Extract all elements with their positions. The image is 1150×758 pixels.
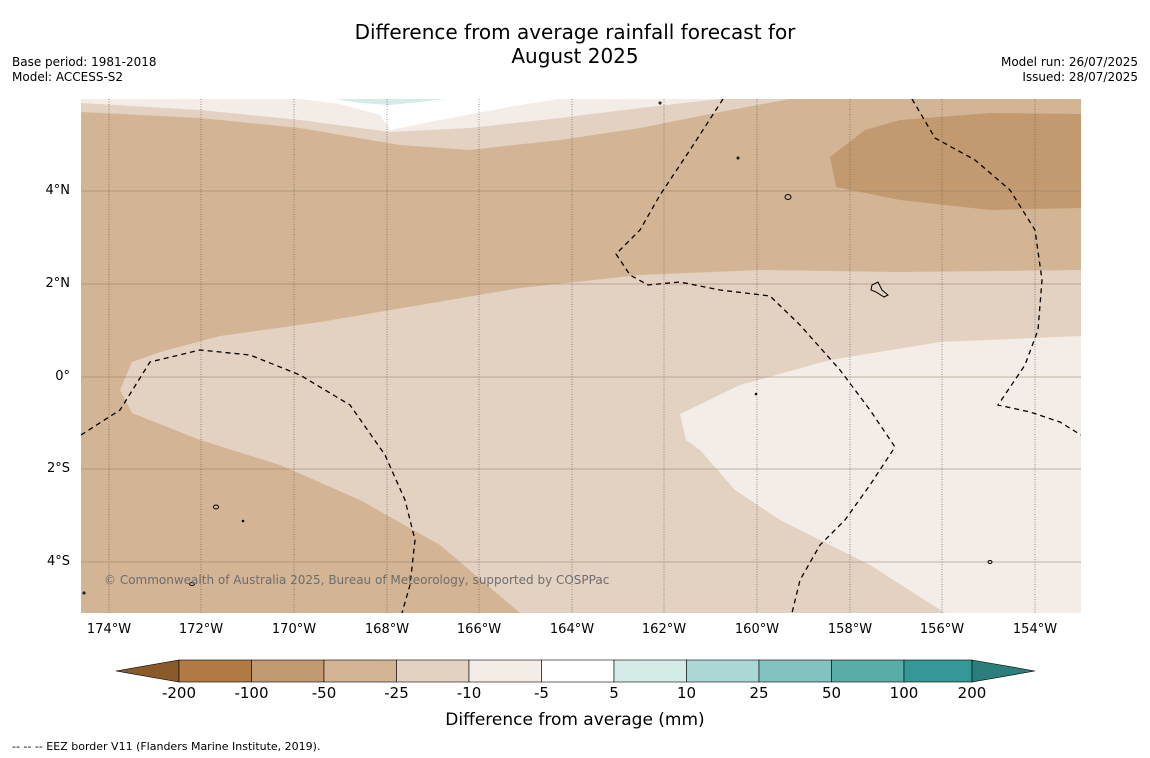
lon-label-156w: 156°W bbox=[919, 622, 965, 637]
colorbar-tick: -200 bbox=[161, 684, 197, 702]
map-title: Difference from average rainfall forecas… bbox=[0, 20, 1150, 68]
colorbar-segment-8 bbox=[686, 659, 760, 683]
lat-label-2s: 2°S bbox=[46, 461, 70, 476]
colorbar-tick: -50 bbox=[311, 684, 337, 702]
colorbar-tick: 10 bbox=[676, 684, 697, 702]
issued-date: Issued: 28/07/2025 bbox=[1022, 70, 1138, 84]
colorbar-segment-5 bbox=[468, 659, 542, 683]
colorbar-extend-low bbox=[115, 659, 180, 683]
colorbar-segment-11 bbox=[903, 659, 973, 683]
colorbar-tick: 25 bbox=[749, 684, 769, 702]
lon-label-160w: 160°W bbox=[734, 622, 780, 637]
region-slight-southeast bbox=[680, 336, 1081, 613]
colorbar-extend-high bbox=[971, 659, 1036, 683]
lat-gridlines bbox=[81, 190, 1081, 563]
colorbar-segment-3 bbox=[323, 659, 397, 683]
colorbar-tick: -10 bbox=[456, 684, 482, 702]
model-run: Model run: 26/07/2025 bbox=[1000, 55, 1138, 69]
lon-label-168w: 168°W bbox=[364, 622, 410, 637]
footer-legend: -- -- -- EEZ border V11 (Flanders Marine… bbox=[12, 740, 321, 753]
colorbar-tick: 5 bbox=[609, 684, 619, 702]
region-slightly-wet bbox=[336, 99, 445, 105]
colorbar-segment-10 bbox=[831, 659, 905, 683]
meta-left: Base period: 1981-2018 Model: ACCESS-S2 bbox=[12, 55, 157, 85]
lon-label-166w: 166°W bbox=[456, 622, 502, 637]
lon-gridlines bbox=[108, 99, 1036, 613]
lat-label-4n: 4°N bbox=[45, 183, 71, 198]
lon-label-174w: 174°W bbox=[86, 622, 132, 637]
lon-label-158w: 158°W bbox=[827, 622, 873, 637]
eez-borders bbox=[81, 99, 1081, 613]
lon-label-170w: 170°W bbox=[271, 622, 317, 637]
lon-label-172w: 172°W bbox=[178, 622, 224, 637]
lat-label-4s: 4°S bbox=[46, 554, 70, 569]
colorbar-segment-7 bbox=[613, 659, 687, 683]
region-very-dry-northeast bbox=[830, 113, 1081, 210]
colorbar-segment-9 bbox=[758, 659, 832, 683]
colorbar-title: Difference from average (mm) bbox=[445, 710, 705, 730]
colorbar-tick: -25 bbox=[384, 684, 409, 702]
meta-right: Model run: 26/07/2025 Issued: 28/07/2025 bbox=[1001, 55, 1138, 85]
map-area bbox=[81, 99, 1081, 613]
colorbar-segment-6 bbox=[541, 659, 615, 683]
islands bbox=[82, 101, 993, 595]
lon-label-164w: 164°W bbox=[549, 622, 595, 637]
colorbar-tick: 200 bbox=[957, 684, 987, 702]
colorbar-segment-1 bbox=[178, 659, 252, 683]
colorbar-segment-2 bbox=[251, 659, 325, 683]
model-name: Model: ACCESS-S2 bbox=[12, 70, 124, 84]
base-period: Base period: 1981-2018 bbox=[12, 55, 157, 69]
lat-label-0: 0° bbox=[55, 369, 70, 384]
region-near-normal bbox=[300, 99, 560, 130]
colorbar bbox=[115, 659, 1036, 683]
lon-label-162w: 162°W bbox=[641, 622, 687, 637]
colorbar-tick: 100 bbox=[889, 684, 919, 702]
title-line-1: Difference from average rainfall forecas… bbox=[354, 20, 796, 44]
lat-label-2n: 2°N bbox=[45, 276, 71, 291]
copyright-notice: © Commonwealth of Australia 2025, Bureau… bbox=[104, 573, 610, 587]
colorbar-tick: 50 bbox=[821, 684, 842, 702]
lon-label-154w: 154°W bbox=[1012, 622, 1058, 637]
colorbar-tick: -100 bbox=[234, 684, 269, 702]
colorbar-segment-4 bbox=[396, 659, 470, 683]
title-line-2: August 2025 bbox=[511, 44, 639, 68]
colorbar-tick: -5 bbox=[534, 684, 549, 702]
